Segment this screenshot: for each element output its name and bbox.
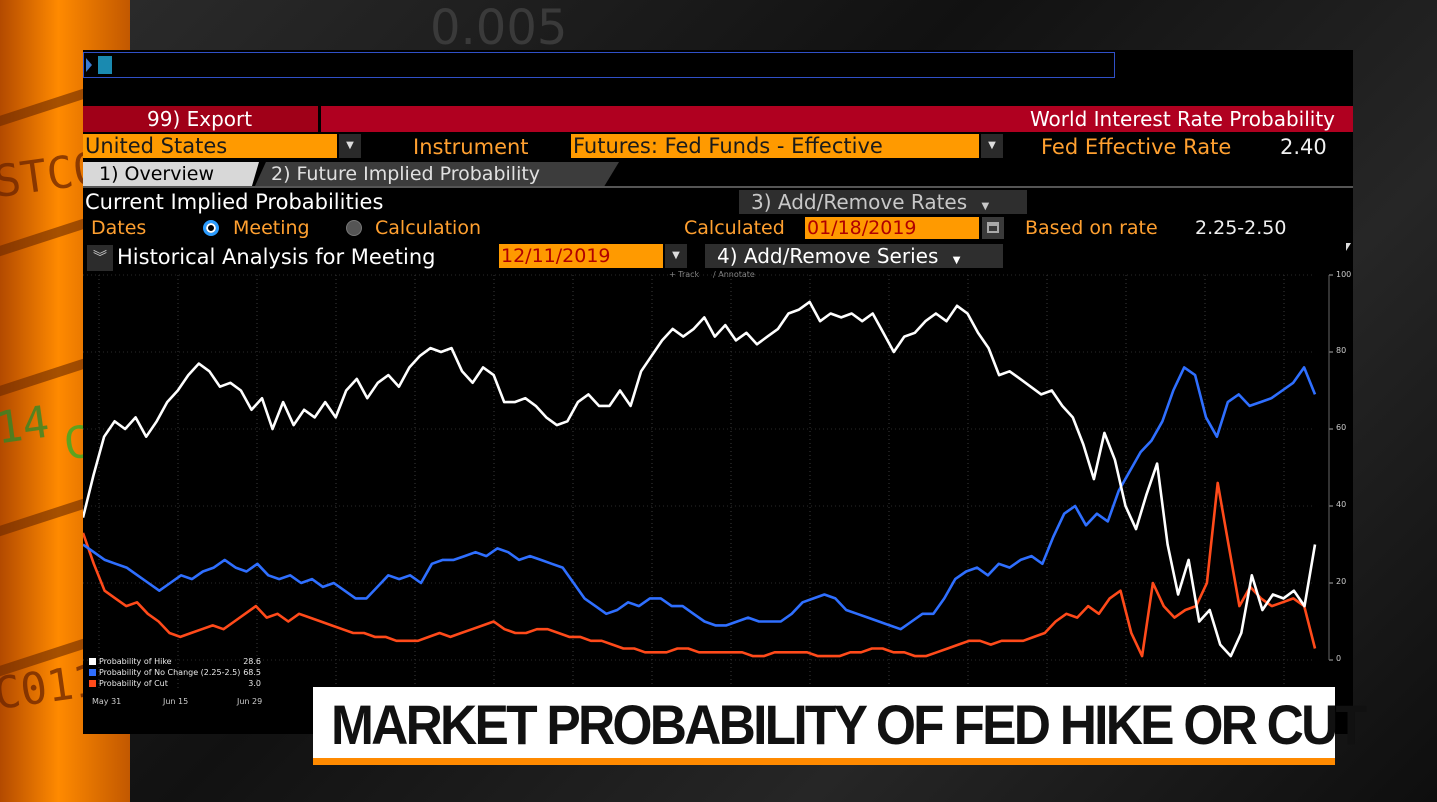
series-line-hike — [83, 300, 1317, 658]
fed-rate-label: Fed Effective Rate — [1041, 135, 1232, 159]
meeting-date-select[interactable]: 12/11/2019 — [499, 244, 663, 268]
series-line-cut — [83, 481, 1317, 658]
collapse-icon[interactable]: ︾ — [87, 245, 113, 271]
background-number: 0.005 — [430, 0, 568, 56]
calendar-icon[interactable] — [982, 217, 1004, 239]
chevron-down-icon[interactable]: ▼ — [339, 134, 361, 158]
legend-label: Probability of No Change (2.25-2.5) — [99, 668, 241, 677]
legend-swatch-hike — [89, 658, 96, 665]
based-on-rate-label: Based on rate — [1025, 217, 1158, 239]
instrument-label: Instrument — [413, 135, 529, 159]
filter-row: United States ▼ Instrument Futures: Fed … — [83, 134, 1353, 160]
tab-overview[interactable]: 1) Overview — [83, 162, 259, 186]
chevron-down-icon: ▼ — [981, 201, 990, 212]
tab-divider — [83, 186, 1353, 188]
legend-value: 28.6 — [243, 657, 261, 666]
x-tick-label: Jun 15 — [163, 697, 189, 706]
y-tick-label: 60 — [1336, 423, 1347, 432]
x-tick-label: Jun 29 — [237, 697, 263, 706]
legend-item-cut: Probability of Cut 3.0 — [89, 678, 261, 689]
track-tool[interactable]: + Track — [669, 270, 700, 279]
section-title: Current Implied Probabilities — [85, 190, 384, 214]
calculation-radio[interactable] — [346, 220, 362, 236]
add-remove-series-label: 4) Add/Remove Series — [717, 244, 939, 268]
based-on-rate-value: 2.25-2.50 — [1195, 217, 1287, 239]
text-cursor — [98, 56, 112, 74]
historical-analysis-title: Historical Analysis for Meeting — [117, 245, 436, 269]
chevron-down-icon[interactable]: ▼ — [981, 134, 1003, 158]
legend-swatch-cut — [89, 680, 96, 687]
country-select[interactable]: United States — [83, 134, 337, 158]
terminal-window: 99) Export World Interest Rate Probabili… — [83, 50, 1353, 734]
legend-value: 68.5 — [243, 668, 261, 677]
lower-third-headline: MARKET PROBABILITY OF FED HIKE OR CUT — [331, 693, 1367, 756]
y-tick-label: 20 — [1336, 577, 1347, 586]
annotate-tool[interactable]: ∕ Annotate — [713, 270, 755, 279]
calculated-date-input[interactable]: 01/18/2019 — [805, 217, 979, 239]
app-title: World Interest Rate Probability — [1029, 107, 1335, 131]
legend-item-hike: Probability of Hike 28.6 — [89, 656, 261, 667]
mouse-cursor-icon — [1346, 243, 1351, 251]
add-remove-rates-button[interactable]: 3) Add/Remove Rates ▼ — [739, 190, 1027, 214]
y-tick-label: 100 — [1336, 270, 1352, 279]
legend-label: Probability of Hike — [99, 657, 172, 666]
calculated-label: Calculated — [684, 217, 785, 239]
legend-item-no-change: Probability of No Change (2.25-2.5) 68.5 — [89, 667, 261, 678]
chart-legend: Probability of Hike 28.6 Probability of … — [89, 656, 261, 689]
fed-rate-value: 2.40 — [1280, 135, 1327, 159]
y-tick-label: 40 — [1336, 500, 1347, 509]
legend-label: Probability of Cut — [99, 679, 168, 688]
tab-bar: 1) Overview 2) Future Implied Probabilit… — [83, 162, 1353, 188]
y-tick-label: 80 — [1336, 346, 1347, 355]
export-button[interactable]: 99) Export — [83, 106, 321, 132]
x-tick-label: May 31 — [92, 697, 122, 706]
instrument-select[interactable]: Futures: Fed Funds - Effective — [571, 134, 979, 158]
command-line-input[interactable] — [83, 52, 1115, 78]
y-tick-label: 0 — [1336, 654, 1342, 663]
chevron-down-icon: ▼ — [952, 255, 961, 266]
background-ticker-text: 14 — [0, 396, 53, 455]
chevron-down-icon[interactable]: ▼ — [665, 244, 687, 268]
calculation-label: Calculation — [375, 217, 481, 239]
legend-swatch-no-change — [89, 669, 96, 676]
legend-value: 3.0 — [248, 679, 261, 688]
add-remove-rates-label: 3) Add/Remove Rates — [751, 190, 968, 214]
command-prompt-icon — [86, 58, 92, 72]
tab-future-implied-probability[interactable]: 2) Future Implied Probability — [255, 162, 619, 186]
title-bar: 99) Export World Interest Rate Probabili… — [83, 106, 1353, 132]
series-line-no-change — [83, 366, 1317, 631]
add-remove-series-button[interactable]: 4) Add/Remove Series ▼ — [705, 244, 1003, 268]
dates-label: Dates — [91, 217, 147, 239]
lower-third-banner: MARKET PROBABILITY OF FED HIKE OR CUT — [313, 687, 1367, 765]
meeting-radio[interactable] — [203, 220, 219, 236]
meeting-label: Meeting — [233, 217, 310, 239]
